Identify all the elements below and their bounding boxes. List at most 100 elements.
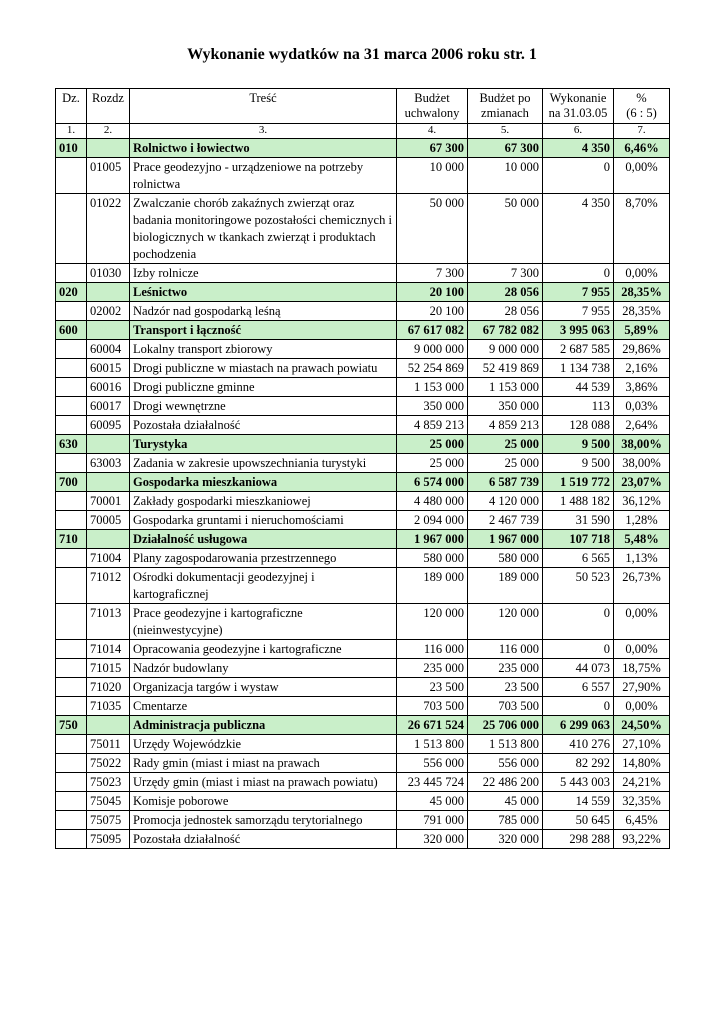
cell-wykonanie: 9 500: [542, 453, 614, 473]
cell-wykonanie: 6 557: [542, 677, 614, 697]
table-row: 71014 Opracowania geodezyjne i kartografi…: [55, 639, 670, 659]
cell-tresc: Rolnictwo i łowiectwo: [129, 138, 397, 158]
cell-budzet-uchwalony: 2 094 000: [396, 510, 468, 530]
cell-dz: 600: [55, 320, 87, 340]
cell-budzet-uchwalony: 67 617 082: [396, 320, 468, 340]
cell-budzet-po-zmianach: 28 056: [467, 301, 543, 321]
column-number: 4.: [396, 123, 468, 139]
cell-budzet-po-zmianach: 25 000: [467, 434, 543, 454]
cell-procent: 0,00%: [613, 157, 670, 194]
cell-rozdz: 02002: [86, 301, 130, 321]
cell-rozdz: 60016: [86, 377, 130, 397]
cell-budzet-uchwalony: 45 000: [396, 791, 468, 811]
section-row: 750 Administracja publiczna 26 671 524 25 7…: [55, 715, 670, 735]
cell-budzet-po-zmianach: 235 000: [467, 658, 543, 678]
cell-tresc: Gospodarka mieszkaniowa: [129, 472, 397, 492]
cell-rozdz: 71004: [86, 548, 130, 568]
cell-rozdz: 75023: [86, 772, 130, 792]
cell-rozdz: 01022: [86, 193, 130, 264]
cell-budzet-uchwalony: 52 254 869: [396, 358, 468, 378]
cell-dz: [55, 415, 87, 435]
cell-budzet-uchwalony: 9 000 000: [396, 339, 468, 359]
cell-rozdz: 60017: [86, 396, 130, 416]
cell-tresc: Działalność usługowa: [129, 529, 397, 549]
cell-tresc: Urzędy gmin (miast i miast na prawach po…: [129, 772, 397, 792]
col-header-tresc: Treść: [129, 88, 397, 124]
cell-procent: 29,86%: [613, 339, 670, 359]
cell-budzet-uchwalony: 4 859 213: [396, 415, 468, 435]
cell-dz: [55, 567, 87, 604]
cell-budzet-uchwalony: 20 100: [396, 301, 468, 321]
header-line: %: [636, 91, 647, 105]
cell-procent: 28,35%: [613, 282, 670, 302]
cell-rozdz: 70005: [86, 510, 130, 530]
column-number: 3.: [129, 123, 397, 139]
col-header-rozdz: Rozdz: [86, 88, 130, 124]
table-row: 71004 Plany zagospodarowania przestrzenne…: [55, 548, 670, 568]
cell-dz: [55, 491, 87, 511]
cell-budzet-po-zmianach: 22 486 200: [467, 772, 543, 792]
cell-budzet-uchwalony: 25 000: [396, 453, 468, 473]
cell-procent: 36,12%: [613, 491, 670, 511]
cell-tresc: Drogi publiczne w miastach na prawach po…: [129, 358, 397, 378]
cell-procent: 0,03%: [613, 396, 670, 416]
cell-dz: [55, 772, 87, 792]
cell-dz: [55, 603, 87, 640]
cell-budzet-po-zmianach: 1 153 000: [467, 377, 543, 397]
column-number: 2.: [86, 123, 130, 139]
cell-wykonanie: 4 350: [542, 138, 614, 158]
cell-budzet-po-zmianach: 67 782 082: [467, 320, 543, 340]
cell-tresc: Drogi wewnętrzne: [129, 396, 397, 416]
cell-budzet-uchwalony: 4 480 000: [396, 491, 468, 511]
cell-rozdz: 60095: [86, 415, 130, 435]
cell-wykonanie: 128 088: [542, 415, 614, 435]
section-row: 630 Turystyka 25 000 25 000 9 500 38,00%: [55, 434, 670, 454]
cell-procent: 28,35%: [613, 301, 670, 321]
cell-budzet-po-zmianach: 785 000: [467, 810, 543, 830]
cell-wykonanie: 410 276: [542, 734, 614, 754]
table-row: 75011 Urzędy Wojewódzkie 1 513 800 1 513 80…: [55, 734, 670, 754]
cell-tresc: Prace geodezyjne i kartograficzne (niein…: [129, 603, 397, 640]
cell-wykonanie: 9 500: [542, 434, 614, 454]
cell-wykonanie: 14 559: [542, 791, 614, 811]
table-row: 60015 Drogi publiczne w miastach na prawa…: [55, 358, 670, 378]
column-number-row: 1. 2. 3. 4. 5. 6. 7.: [55, 123, 670, 139]
cell-procent: 23,07%: [613, 472, 670, 492]
cell-dz: [55, 658, 87, 678]
cell-wykonanie: 5 443 003: [542, 772, 614, 792]
cell-procent: 3,86%: [613, 377, 670, 397]
column-number: 5.: [467, 123, 543, 139]
col-header-wykonanie: Wykonanie na 31.03.05: [542, 88, 614, 124]
cell-procent: 1,13%: [613, 548, 670, 568]
cell-rozdz: [86, 529, 130, 549]
cell-budzet-uchwalony: 791 000: [396, 810, 468, 830]
cell-budzet-po-zmianach: 50 000: [467, 193, 543, 264]
cell-dz: [55, 753, 87, 773]
cell-budzet-uchwalony: 120 000: [396, 603, 468, 640]
cell-tresc: Lokalny transport zbiorowy: [129, 339, 397, 359]
cell-procent: 27,90%: [613, 677, 670, 697]
cell-budzet-po-zmianach: 28 056: [467, 282, 543, 302]
cell-dz: [55, 157, 87, 194]
cell-dz: 700: [55, 472, 87, 492]
table-row: 63003 Zadania w zakresie upowszechniania …: [55, 453, 670, 473]
cell-wykonanie: 7 955: [542, 301, 614, 321]
section-row: 600 Transport i łączność 67 617 082 67 782 …: [55, 320, 670, 340]
table-header: Dz. Rozdz Treść Budżet uchwalony Budżet …: [55, 88, 670, 139]
cell-procent: 2,64%: [613, 415, 670, 435]
cell-wykonanie: 6 299 063: [542, 715, 614, 735]
cell-budzet-po-zmianach: 4 859 213: [467, 415, 543, 435]
header-line: Budżet po: [479, 91, 531, 105]
table-row: 70005 Gospodarka gruntami i nieruchomości…: [55, 510, 670, 530]
cell-dz: [55, 339, 87, 359]
table-row: 02002 Nadzór nad gospodarką leśną 20 100 28…: [55, 301, 670, 321]
column-number: 6.: [542, 123, 614, 139]
table-row: 71012 Ośrodki dokumentacji geodezyjnej i …: [55, 567, 670, 604]
cell-procent: 8,70%: [613, 193, 670, 264]
cell-tresc: Promocja jednostek samorządu terytorialn…: [129, 810, 397, 830]
cell-rozdz: 71035: [86, 696, 130, 716]
section-row: 010 Rolnictwo i łowiectwo 67 300 67 300 4 35…: [55, 138, 670, 158]
cell-rozdz: 70001: [86, 491, 130, 511]
cell-dz: 020: [55, 282, 87, 302]
cell-rozdz: 60015: [86, 358, 130, 378]
